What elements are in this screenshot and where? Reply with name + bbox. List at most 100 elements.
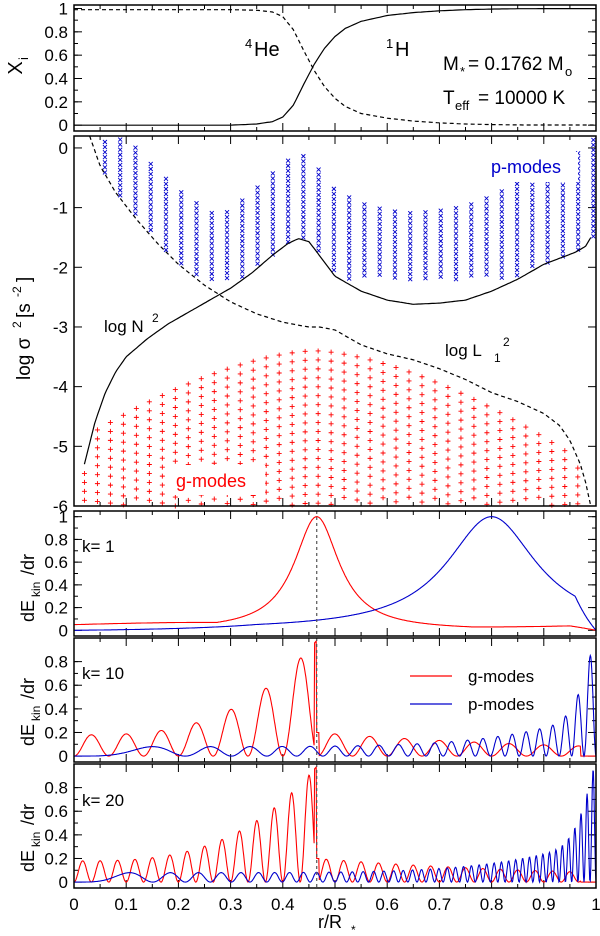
- g-mode-point: [367, 437, 373, 443]
- g-mode-point: [445, 420, 451, 426]
- g-mode-point: [315, 357, 321, 363]
- p-mode-point: [270, 201, 276, 207]
- g-mode-point: [380, 396, 386, 402]
- g-mode-point: [328, 376, 334, 382]
- g-mode-point: [341, 369, 347, 375]
- p-mode-point: [194, 261, 199, 267]
- p-mode-point: [545, 250, 550, 255]
- mass-prefix: M: [443, 54, 459, 75]
- g-mode-point: [198, 385, 204, 391]
- p-mode-point: [331, 211, 337, 217]
- g-mode-point: [458, 453, 464, 459]
- p-mode-point: [530, 238, 535, 243]
- ytick-label: -6: [53, 497, 68, 516]
- p-mode-point: [484, 211, 489, 217]
- p-mode-point: [178, 250, 184, 256]
- p-mode-point: [499, 199, 505, 204]
- p-mode-point: [331, 262, 337, 268]
- k20-label: k= 20: [82, 791, 124, 810]
- g-mode-point: [224, 375, 230, 381]
- p-mode-point: [194, 271, 199, 277]
- p-mode-point: [453, 271, 459, 277]
- p-mode-point: [423, 255, 428, 261]
- g-mode-point: [146, 470, 152, 476]
- g-mode-point: [224, 402, 230, 408]
- g-mode-point: [380, 459, 386, 465]
- p-mode-point: [301, 219, 306, 225]
- p-mode-point: [468, 252, 474, 258]
- p-mode-point: [392, 249, 398, 255]
- g-mode-point: [367, 455, 373, 461]
- g-mode-point: [380, 432, 386, 438]
- g-mode-point: [341, 378, 347, 384]
- p-mode-point: [468, 227, 474, 233]
- g-mode-point: [263, 418, 269, 424]
- g-mode-point: [380, 468, 386, 474]
- p-mode-point: [178, 210, 184, 215]
- g-mode-point: [406, 369, 412, 375]
- ylabel-sigma: log σ 2 [s -2 ]: [10, 277, 35, 380]
- g-mode-point: [484, 474, 490, 480]
- p-mode-point: [545, 189, 550, 194]
- p-mode-point: [117, 172, 123, 178]
- g-mode-point: [224, 411, 230, 417]
- g-mode-point: [146, 453, 152, 459]
- n2-label: log N: [104, 317, 144, 336]
- g-mode-point: [315, 366, 321, 372]
- ylabel-logsigma: log σ: [14, 337, 35, 380]
- g-mode-point: [484, 483, 490, 489]
- p-mode-point: [499, 275, 505, 280]
- p-mode-point: [423, 245, 428, 251]
- p-mode-point: [423, 260, 428, 266]
- p-mode-point: [407, 246, 413, 252]
- p-mode-point: [301, 179, 306, 184]
- g-mode-point: [354, 399, 360, 405]
- p-mode-point: [148, 227, 154, 233]
- p-mode-point: [133, 190, 138, 196]
- g-mode-energy-line: [73, 765, 596, 884]
- g-mode-point: [198, 376, 204, 382]
- p-mode-energy-line: [74, 516, 597, 631]
- g-mode-point: [198, 438, 204, 444]
- p-mode-point: [163, 212, 169, 217]
- g-mode-point: [198, 394, 204, 400]
- g-mode-point: [406, 441, 412, 447]
- g-mode-point: [406, 494, 412, 500]
- g-mode-point: [237, 380, 243, 386]
- g-mode-point: [120, 430, 126, 436]
- g-mode-point: [393, 418, 399, 424]
- ylabel-k1-end: /dr: [18, 554, 38, 575]
- g-mode-point: [432, 468, 438, 474]
- g-mode-point: [302, 393, 308, 399]
- g-mode-point: [549, 475, 555, 481]
- p-mode-point: [514, 206, 520, 212]
- p-mode-point: [468, 232, 474, 238]
- p-mode-point: [346, 195, 352, 200]
- p-mode-point: [346, 276, 352, 281]
- g-mode-point: [250, 421, 256, 427]
- p-mode-point: [285, 158, 291, 163]
- g-mode-point: [198, 411, 204, 417]
- p-mode-point: [377, 226, 383, 232]
- p-mode-point: [148, 207, 154, 212]
- g-mode-point: [263, 409, 269, 415]
- p-mode-point: [514, 257, 520, 263]
- g-mode-point: [419, 383, 425, 389]
- p-mode-point: [468, 268, 474, 273]
- p-mode-point: [362, 202, 367, 207]
- p-mode-point: [362, 217, 367, 222]
- g-mode-point: [211, 380, 217, 386]
- xtick-label: 0.9: [532, 895, 556, 914]
- p-mode-point: [438, 259, 444, 264]
- p-mode-point: [301, 174, 306, 179]
- p-mode-point: [484, 221, 489, 227]
- p-mode-point: [133, 155, 138, 161]
- p-mode-point: [239, 213, 245, 219]
- g-mode-point: [211, 460, 217, 466]
- p-mode-point: [255, 200, 260, 206]
- ylabel-unit-sup: -2: [10, 286, 24, 297]
- p-mode-point: [575, 211, 581, 217]
- g-mode-point: [198, 456, 204, 462]
- g-mode-point: [263, 391, 269, 397]
- p-mode-point: [270, 237, 276, 242]
